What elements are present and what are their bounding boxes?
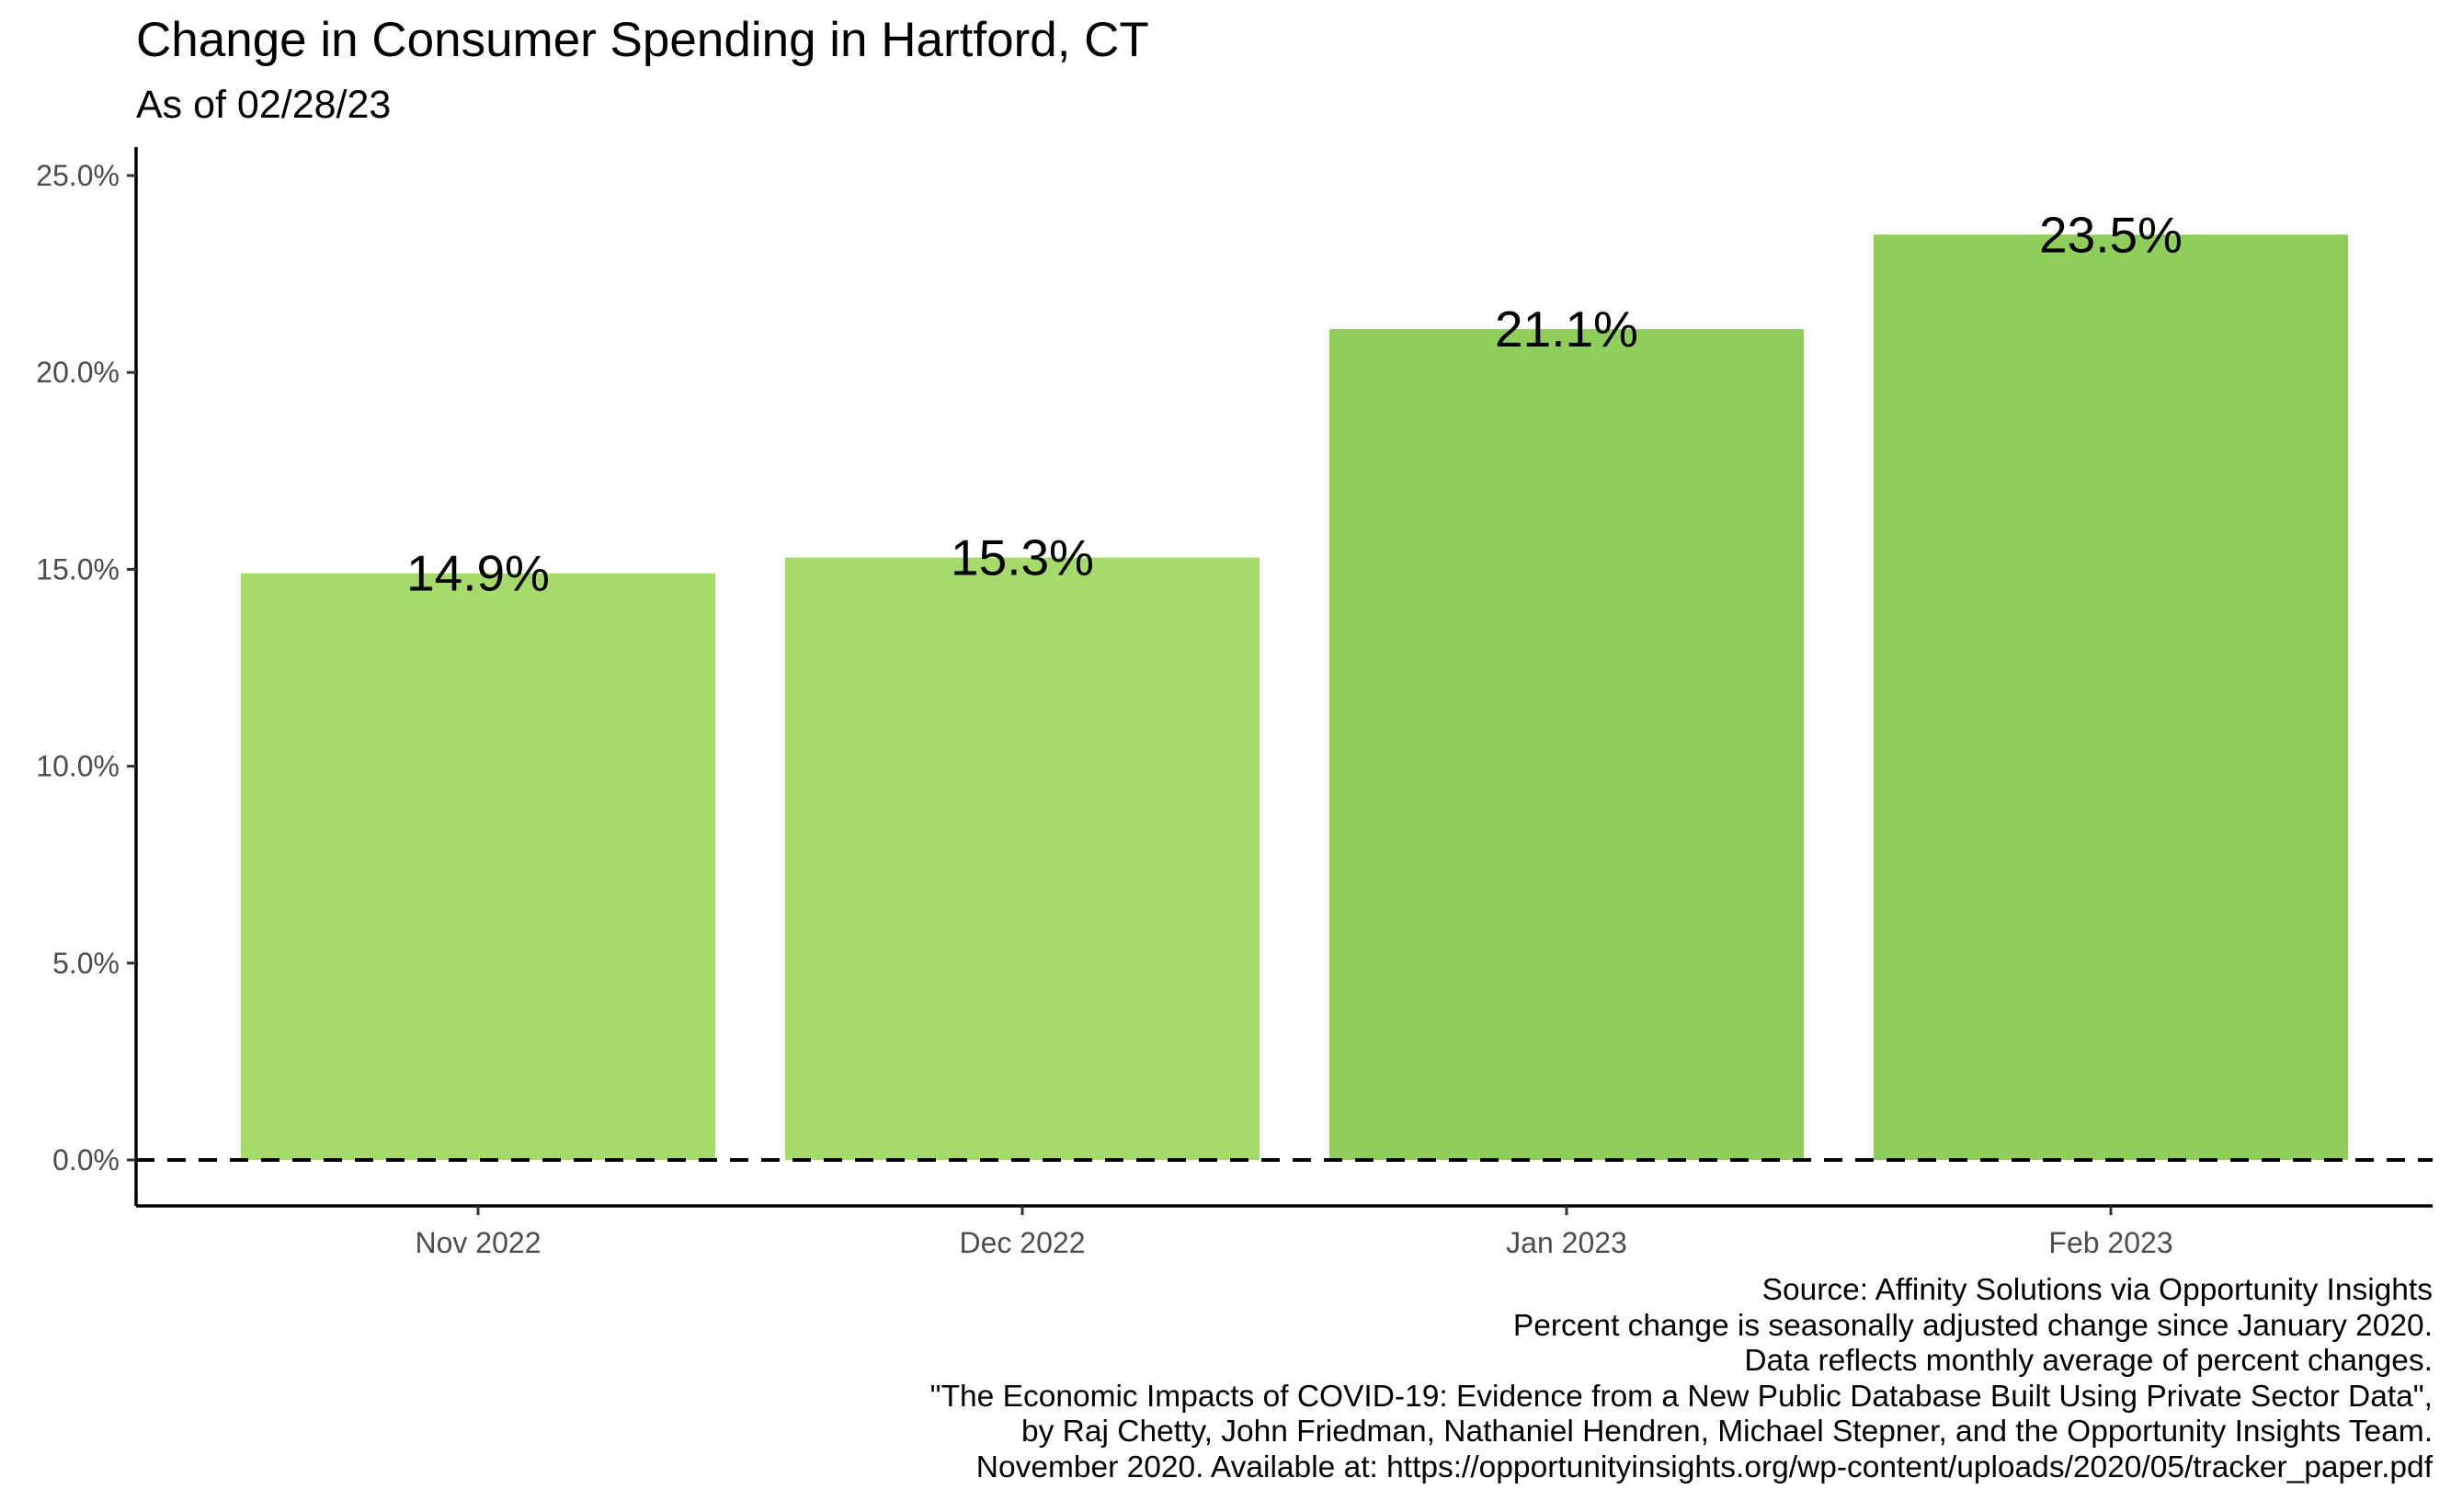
x-tick-label: Feb 2023	[2048, 1226, 2172, 1259]
x-tick-label: Jan 2023	[1506, 1226, 1627, 1259]
caption-line: November 2020. Available at: https://opp…	[975, 1449, 2433, 1484]
data-labels-layer: 14.9% 15.3% 21.1% 23.5%	[406, 206, 2183, 601]
caption-line: Data reflects monthly average of percent…	[1744, 1344, 2433, 1378]
y-tick-label: 5.0%	[52, 947, 120, 980]
chart-title: Change in Consumer Spending in Hartford,…	[136, 13, 1149, 67]
bars-layer	[241, 234, 2348, 1160]
bar-value-label: 14.9%	[406, 545, 550, 602]
bar-value-label: 23.5%	[2039, 206, 2183, 263]
caption-line: by Raj Chetty, John Friedman, Nathaniel …	[1020, 1415, 2433, 1449]
x-tick-label: Dec 2022	[960, 1226, 1086, 1259]
bar	[1329, 329, 1804, 1160]
y-tick-label: 25.0%	[36, 159, 120, 192]
caption-line: Percent change is seasonally adjusted ch…	[1512, 1308, 2433, 1343]
chart-subtitle: As of 02/28/23	[136, 83, 392, 127]
caption-line: "The Economic Impacts of COVID-19: Evide…	[929, 1379, 2433, 1414]
bar	[1874, 234, 2348, 1160]
y-tick-label: 15.0%	[36, 552, 120, 585]
bar-value-label: 21.1%	[1495, 301, 1638, 358]
chart-caption: Source: Affinity Solutions via Opportuni…	[930, 1273, 2433, 1485]
caption-line: Source: Affinity Solutions via Opportuni…	[1761, 1273, 2433, 1307]
y-tick-label: 20.0%	[36, 356, 120, 389]
bar	[241, 573, 715, 1160]
x-tick-label: Nov 2022	[416, 1226, 542, 1259]
y-tick-label: 10.0%	[36, 750, 120, 783]
y-tick-label: 0.0%	[52, 1143, 120, 1177]
axes-layer: 0.0% 5.0% 10.0% 15.0% 20.0% 25.0% Nov 2022 Dec …	[36, 147, 2433, 1259]
bar-value-label: 15.3%	[951, 529, 1094, 586]
bar	[785, 557, 1260, 1160]
